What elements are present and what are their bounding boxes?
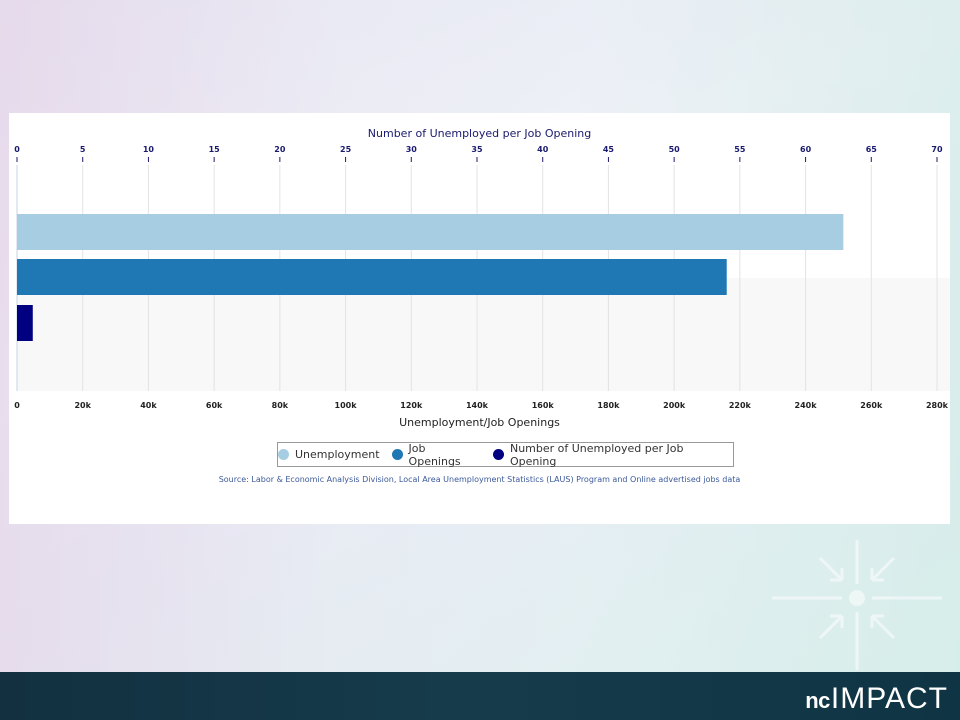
x-bottom-tick-label: 140k	[466, 401, 489, 410]
bar-unemployment[interactable]	[17, 214, 844, 250]
legend: Unemployment Job Openings Number of Unem…	[277, 441, 734, 468]
chart-panel: 0 0 20k 5 40k 10 60k 15 80k 20 100k 25 120k 30 140k 35 1…	[9, 113, 950, 524]
x-bottom-tick-label: 100k	[335, 401, 358, 410]
x-top-tick-label: 25	[340, 145, 352, 154]
x-top-tick-label: 40	[537, 145, 549, 154]
x-bottom-tick-label: 160k	[532, 401, 555, 410]
bar-job-openings[interactable]	[17, 259, 727, 295]
x-top-tick-label: 45	[603, 145, 615, 154]
x-bottom-tick-label: 220k	[729, 401, 752, 410]
bar-number-of-unemployed-per-job-opening[interactable]	[17, 305, 33, 341]
x-top-tick-label: 65	[866, 145, 878, 154]
footer-bar	[0, 672, 960, 720]
x-axis-title: Unemployment/Job Openings	[399, 416, 560, 429]
legend-item-ratio[interactable]: Number of Unemployed per Job Opening	[492, 441, 733, 468]
x-bottom-tick-label: 260k	[860, 401, 883, 410]
x-top-tick-label: 5	[80, 145, 86, 154]
source-note: Source: Labor & Economic Analysis Divisi…	[218, 475, 741, 484]
x-top-tick-label: 10	[143, 145, 155, 154]
x-top-tick-label: 70	[931, 145, 943, 154]
plot-band	[17, 278, 950, 391]
legend-label: Unemployment	[295, 448, 380, 461]
x-top-tick-label: 60	[800, 145, 812, 154]
x-bottom-tick-label: 200k	[663, 401, 686, 410]
x-bottom-tick-label: 280k	[926, 401, 949, 410]
x-bottom-tick-label: 240k	[795, 401, 818, 410]
x-bottom-tick-label: 120k	[400, 401, 423, 410]
bar-chart: 0 0 20k 5 40k 10 60k 15 80k 20 100k 25 120k 30 140k 35 1…	[14, 145, 950, 410]
legend-item-unemployment[interactable]: Unemployment	[278, 448, 380, 461]
x-bottom-tick-label: 60k	[206, 401, 223, 410]
x-top-tick-label: 15	[209, 145, 221, 154]
ncimpact-logo: ncIMPACT	[805, 682, 948, 715]
legend-marker	[278, 449, 289, 460]
x-bottom-tick-label: 80k	[272, 401, 289, 410]
x-top-tick-label: 55	[734, 145, 746, 154]
x-top-tick-label: 50	[669, 145, 681, 154]
legend-label: Number of Unemployed per Job Opening	[509, 441, 684, 468]
legend-marker	[492, 449, 504, 460]
x-bottom-tick-label: 0	[14, 401, 20, 410]
x-bottom-tick-label: 40k	[140, 401, 157, 410]
x-bottom-tick-label: 20k	[74, 401, 91, 410]
compass-decoration-icon	[772, 540, 942, 670]
x-top-tick-label: 0	[14, 145, 20, 154]
chart-title: Number of Unemployed per Job Opening	[367, 127, 592, 140]
x-top-tick-label: 20	[274, 145, 286, 154]
legend-label: Job Openings	[408, 441, 461, 468]
legend-item-job-openings[interactable]: Job Openings	[391, 441, 481, 468]
x-top-tick-label: 30	[406, 145, 418, 154]
x-top-tick-label: 35	[471, 145, 483, 154]
legend-marker	[391, 449, 403, 460]
x-bottom-tick-label: 180k	[597, 401, 620, 410]
